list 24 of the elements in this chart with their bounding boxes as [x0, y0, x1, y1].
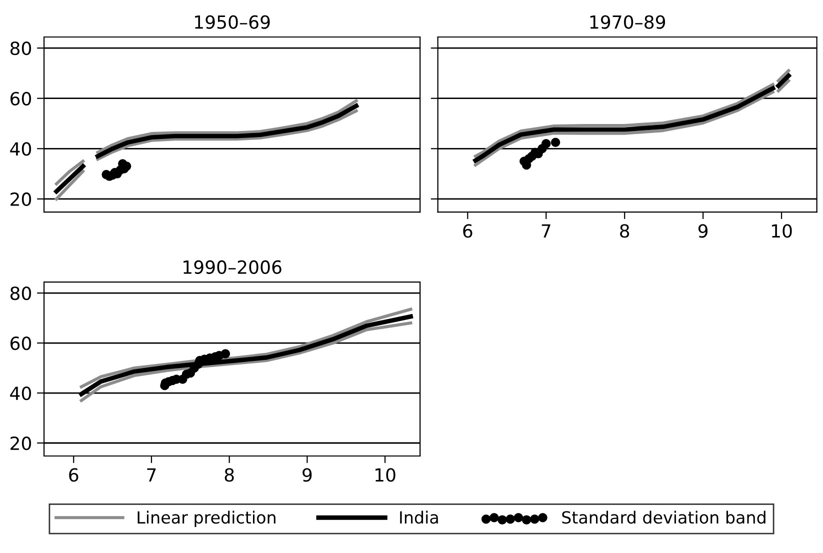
- y-tick-label: 60: [10, 92, 32, 106]
- legend-label: India: [400, 510, 438, 524]
- y-tick-label: 20: [10, 436, 32, 450]
- x-tick-label: 7: [147, 468, 156, 482]
- y-tick-label: 40: [10, 142, 32, 156]
- y-tick-label: 20: [10, 192, 32, 206]
- y-tick-label: 80: [10, 286, 32, 300]
- y-tick-label: 40: [10, 386, 32, 400]
- x-tick-label: 6: [69, 468, 78, 482]
- chart-title: 1970–89: [590, 15, 666, 29]
- x-tick-label: 8: [620, 224, 630, 238]
- legend-label: Linear prediction: [138, 510, 276, 527]
- y-tick-label: 80: [10, 42, 32, 56]
- x-tick-label: 7: [542, 224, 550, 238]
- x-tick-label: 10: [376, 468, 396, 482]
- x-tick-label: 9: [302, 468, 312, 482]
- x-tick-label: 8: [224, 468, 234, 482]
- y-tick-label: 60: [10, 336, 32, 350]
- x-tick-label: 10: [772, 224, 792, 238]
- chart-title: 1950–69: [195, 15, 270, 29]
- legend-label: Standard deviation band: [562, 510, 766, 524]
- x-tick-label: 9: [698, 224, 708, 238]
- x-tick-label: 6: [463, 224, 472, 238]
- chart-title: 1990–2006: [184, 260, 282, 274]
